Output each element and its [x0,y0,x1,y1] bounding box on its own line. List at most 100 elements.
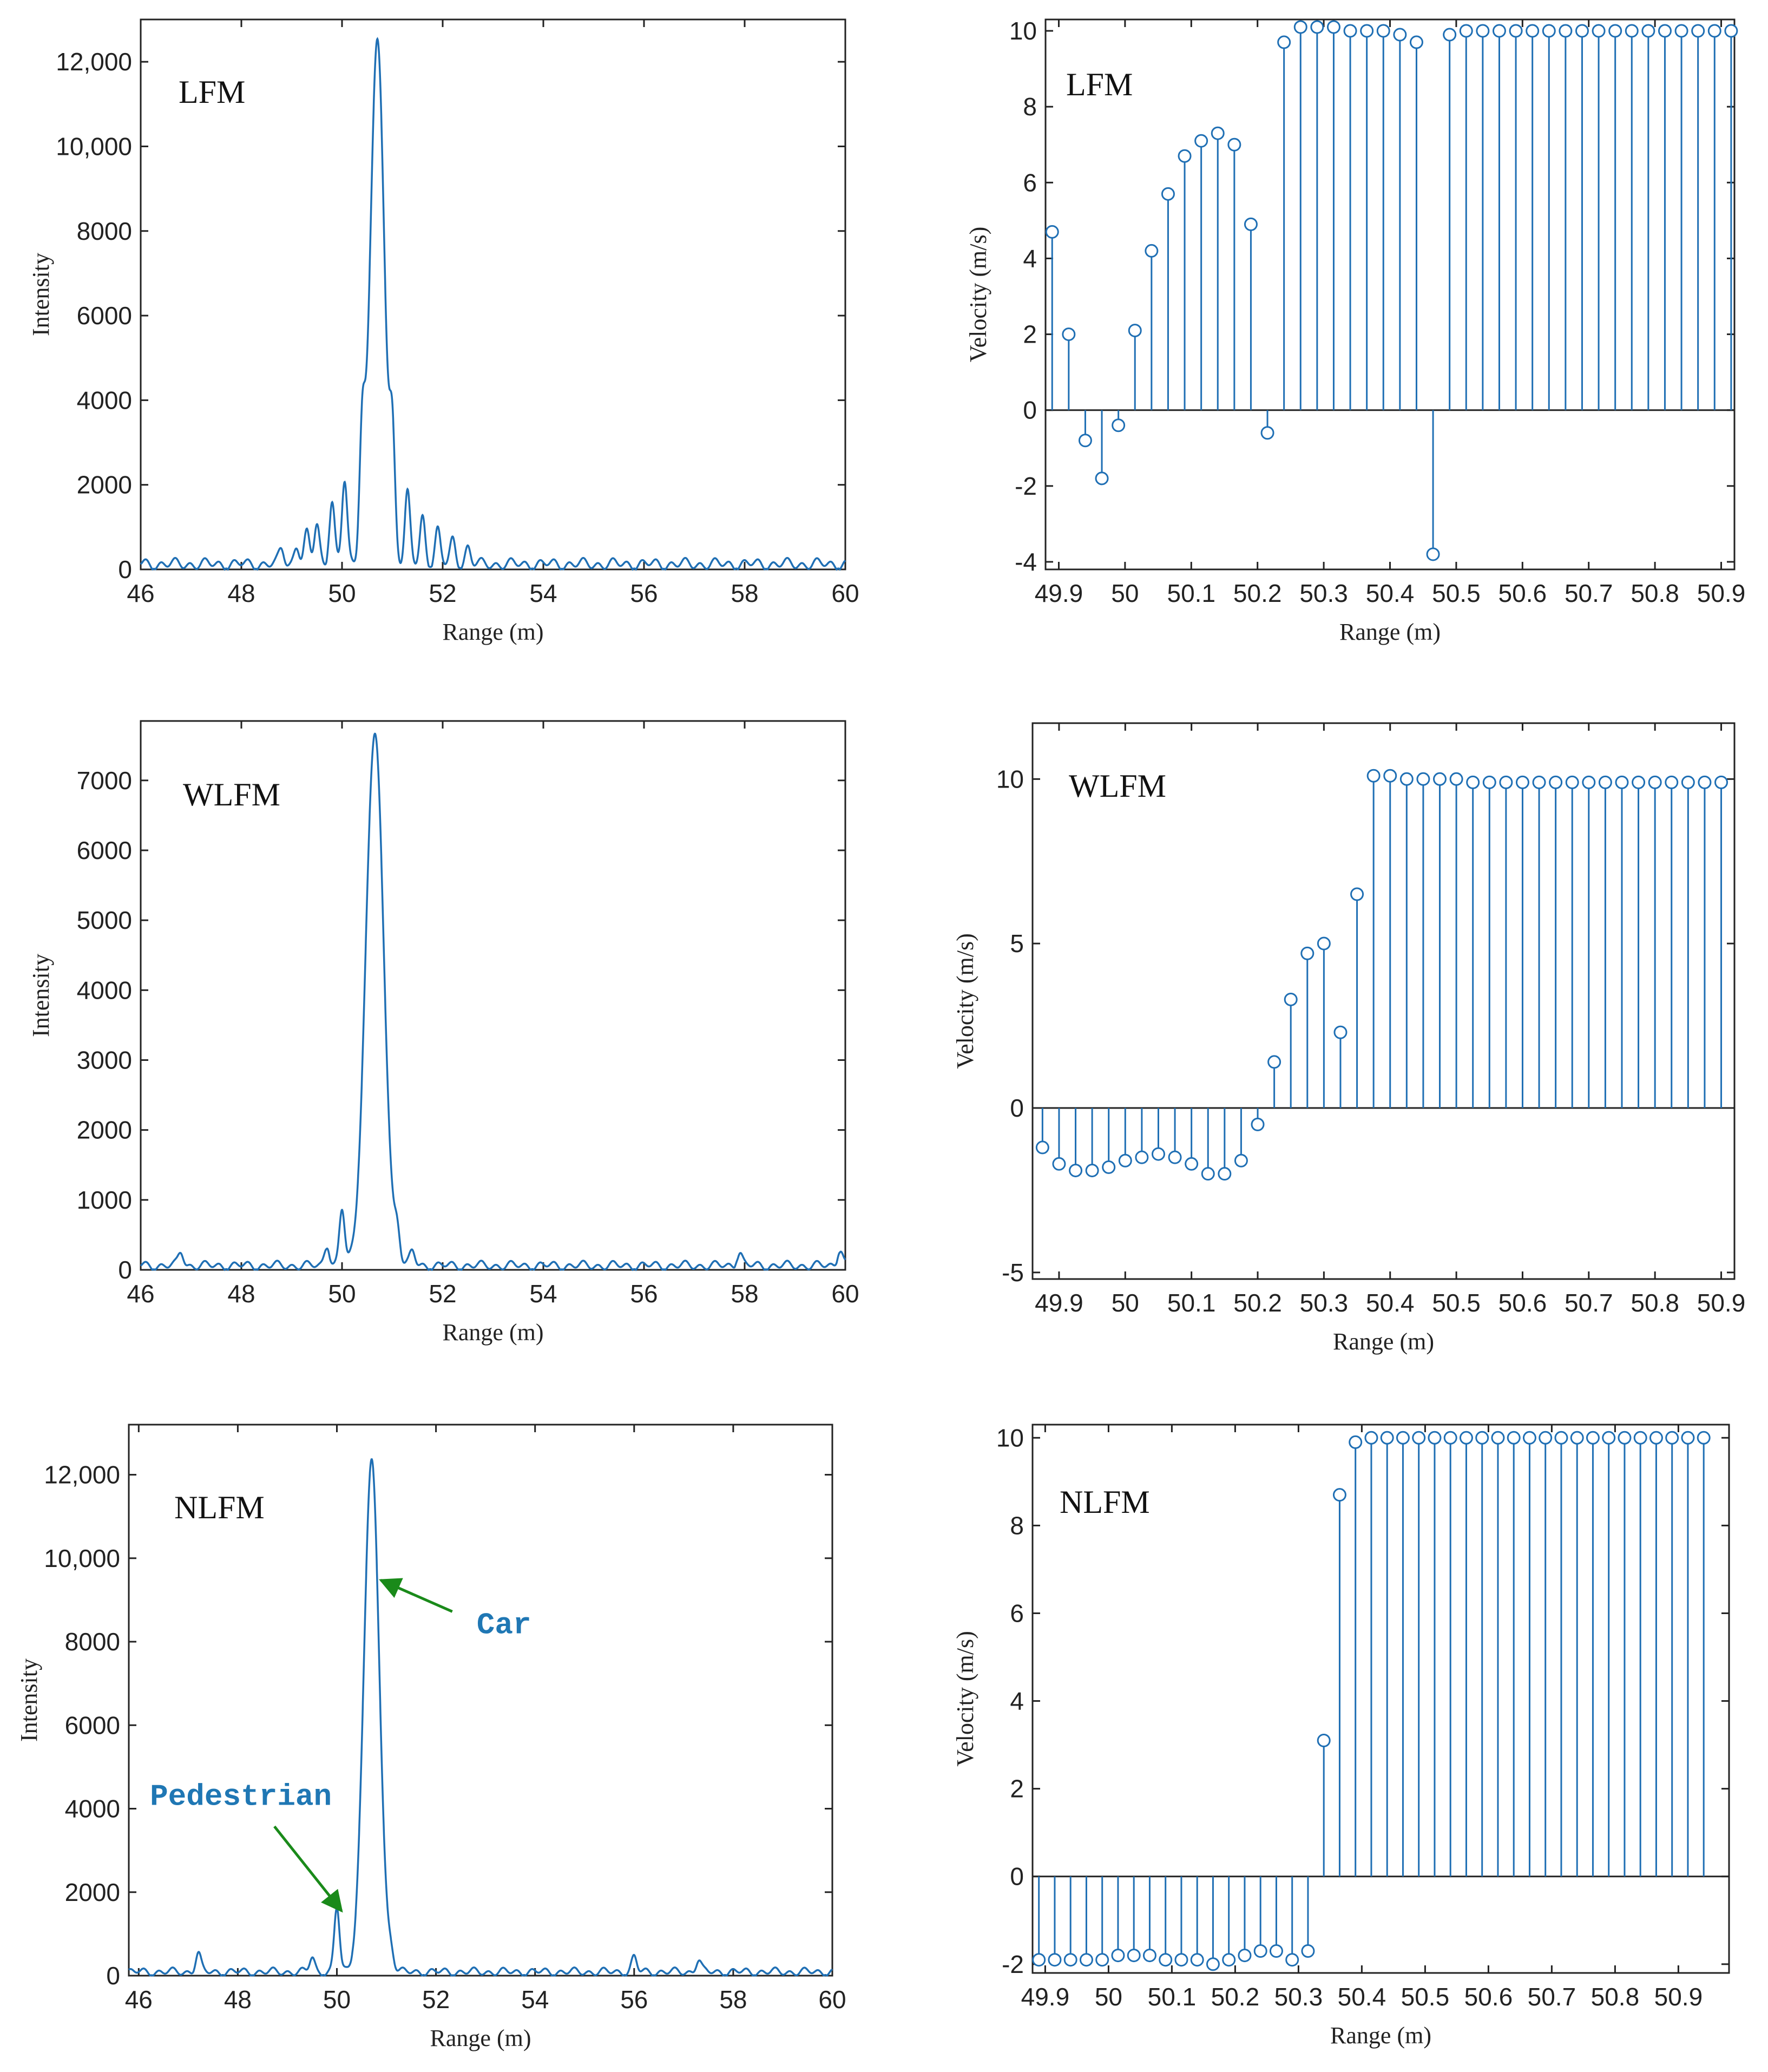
stem-marker [1376,24,1390,38]
stem-marker [1253,1944,1267,1958]
y-axis-title: Intensity [28,954,54,1037]
x-tick-label: 60 [818,1985,846,2014]
y-tick-label: 8000 [65,1628,120,1656]
x-tick-label: 54 [529,1280,557,1308]
panel-label: WLFM [1069,768,1166,804]
y-axis-title: Intensity [16,1658,42,1742]
stem-marker [1135,1150,1149,1164]
stem-marker [1063,1953,1077,1967]
stem-marker [1079,1953,1093,1967]
stem-marker [1118,1153,1132,1168]
y-tick-label: 0 [106,1962,120,1990]
stem-marker [1174,1953,1188,1967]
stem-marker [1159,1953,1173,1967]
y-tick-label: 6000 [77,301,132,330]
stem-marker [1095,1953,1109,1967]
x-tick-label: 50.5 [1401,1983,1450,2011]
x-tick-label: 52 [429,579,456,607]
stem-marker [1665,1431,1679,1445]
chart-panel-1: 46 48 50 52 54 56 58 60 0 2000 4000 6000 8000 10,000 1… [28,18,859,645]
stem-marker [1393,28,1407,42]
x-tick-label: 50.2 [1211,1983,1260,2011]
stem-marker [1625,24,1639,38]
stem-marker [1085,1163,1099,1177]
x-tick-label: 50.3 [1299,579,1348,607]
stem-marker [1300,946,1315,960]
y-tick-label: 2000 [65,1878,120,1906]
x-axis-title: Range (m) [1339,619,1441,645]
stem-marker [1222,1953,1236,1967]
x-tick-label: 46 [127,579,154,607]
stem-marker [1095,471,1109,486]
plot-frame [1031,1424,1730,1974]
x-tick-label: 50.8 [1631,579,1679,607]
x-tick-label: 52 [422,1985,450,2014]
y-tick-label: 4 [1023,244,1037,272]
stem-marker [1277,35,1291,49]
stem-marker [1539,1431,1553,1445]
y-tick-label: 3000 [77,1046,132,1074]
x-tick-label: 50.5 [1432,579,1481,607]
x-tick-label: 50.2 [1233,1289,1282,1317]
stem-marker [1648,775,1662,789]
y-tick-label: 6 [1010,1599,1024,1627]
stem-marker [1301,1944,1315,1958]
y-tick-label: 4000 [77,386,132,414]
y-axis-title: Intensity [28,253,54,336]
x-tick-label: 50 [1095,1983,1122,2011]
y-axis-title: Velocity (m/s) [952,1631,978,1767]
x-tick-label: 50.9 [1697,1289,1746,1317]
annotation-arrow [379,1578,453,1613]
stem-marker [1244,217,1258,231]
stem-marker [1178,149,1192,163]
x-tick-label: 50.1 [1167,579,1216,607]
x-tick-label: 46 [127,1280,154,1308]
x-tick-label: 50.7 [1565,579,1613,607]
y-tick-label: 5 [1010,929,1024,958]
stem-marker [1598,775,1612,789]
x-axis-title: Range (m) [443,1319,544,1346]
stem-marker [1364,1431,1378,1445]
stem-marker [1227,137,1241,152]
annotation-arrow [273,1825,343,1913]
y-tick-label: 2000 [77,471,132,499]
stem-marker [1559,24,1573,38]
stem-marker [1698,775,1712,789]
y-tick-label: 1000 [77,1186,132,1214]
stem-marker [1426,547,1440,561]
stem-marker [1615,775,1629,789]
x-tick-label: 54 [529,579,557,607]
x-tick-label: 56 [630,579,658,607]
stem-marker [1396,1431,1410,1445]
stem-marker [1128,324,1142,338]
stem-marker [1234,1153,1248,1168]
stem-marker [1409,35,1423,49]
panel-label: NLFM [1060,1484,1150,1520]
stem-marker [1069,1163,1083,1177]
stem-marker [1466,775,1480,789]
stem-marker [1565,775,1579,789]
stem-marker [1260,426,1274,440]
stem-marker [1526,24,1540,38]
stem-marker [1602,1431,1616,1445]
stem-marker [1317,1733,1331,1747]
stem-marker [1416,772,1430,786]
stem-marker [1633,1431,1647,1445]
stem-marker [1211,126,1225,140]
x-tick-label: 58 [731,1280,758,1308]
stem-marker [1681,1431,1695,1445]
stem-marker [1575,24,1589,38]
stem-marker [1343,24,1357,38]
stem-marker [1592,24,1606,38]
stem-marker [1127,1949,1141,1963]
stem-marker [1190,1953,1204,1967]
x-tick-label: 50.9 [1697,579,1746,607]
y-tick-label: -4 [1015,548,1037,576]
stem-marker [1443,28,1457,42]
x-tick-label: 50.4 [1366,1289,1415,1317]
stem-marker [1048,1953,1062,1967]
stem-marker [1045,225,1059,239]
y-tick-label: 10 [1009,17,1037,45]
stem-marker [1168,1150,1182,1164]
annotation-label: Pedestrian [150,1779,332,1814]
